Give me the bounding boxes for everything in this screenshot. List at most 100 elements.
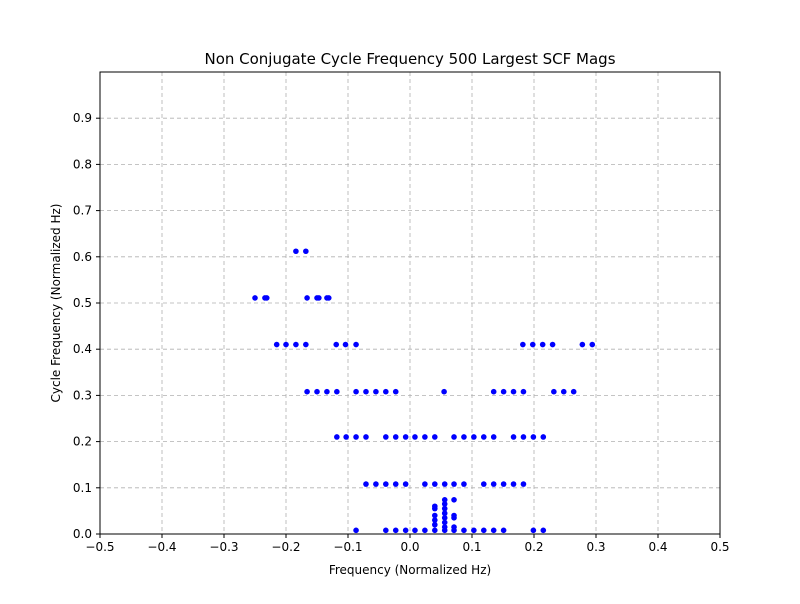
y-tick-label: 0.6 (73, 250, 92, 264)
data-point (314, 388, 320, 395)
data-point (520, 481, 527, 487)
x-tick-label: 0.0 (400, 540, 419, 554)
data-point (432, 434, 438, 440)
data-point (551, 388, 557, 395)
y-tick-label: 0.7 (73, 204, 92, 218)
y-tick-label: 0.5 (73, 296, 92, 310)
data-point (432, 517, 438, 523)
data-point (510, 481, 517, 487)
data-point (441, 515, 448, 521)
data-point (589, 341, 596, 348)
data-point (353, 341, 359, 348)
data-point (441, 510, 448, 517)
x-tick-label: −0.3 (209, 540, 238, 554)
data-point (471, 434, 477, 440)
data-point (303, 341, 309, 348)
x-axis-label: Frequency (Normalized Hz) (329, 563, 491, 577)
data-point (520, 388, 527, 395)
data-point (392, 388, 399, 395)
data-point (461, 434, 467, 440)
data-point (510, 434, 517, 440)
x-tick-label: −0.2 (271, 540, 300, 554)
data-point (402, 481, 409, 487)
x-tick-label: −0.1 (333, 540, 362, 554)
data-point (540, 434, 547, 440)
data-point (490, 527, 497, 534)
x-tick-label: 0.1 (462, 540, 481, 554)
data-point (334, 434, 340, 440)
data-point (432, 527, 438, 534)
data-point (539, 341, 546, 348)
data-point (530, 527, 537, 534)
data-point (363, 434, 369, 440)
data-point (363, 481, 369, 487)
data-point (441, 524, 448, 530)
data-point (451, 512, 457, 519)
x-tick-label: 0.4 (648, 540, 667, 554)
data-point (412, 527, 418, 534)
y-tick-label: 0.4 (73, 342, 92, 356)
y-axis-label: Cycle Frequency (Normalized Hz) (49, 204, 63, 403)
data-point (303, 248, 309, 255)
data-point (342, 341, 349, 348)
y-tick-label: 0.8 (73, 157, 92, 171)
data-point (480, 527, 487, 534)
x-tick-label: 0.3 (586, 540, 605, 554)
data-point (422, 481, 428, 487)
data-point (273, 341, 280, 348)
data-point (373, 388, 379, 395)
x-tick-label: −0.5 (85, 540, 114, 554)
data-point (540, 527, 547, 534)
y-tick-label: 0.1 (73, 481, 92, 495)
data-point (383, 481, 389, 487)
data-point (441, 497, 448, 503)
data-point (579, 341, 586, 348)
data-point (293, 248, 299, 255)
y-tick-label: 0.9 (73, 111, 92, 125)
data-point (325, 295, 332, 301)
data-point (383, 434, 389, 440)
data-point (441, 505, 448, 512)
data-point (283, 341, 289, 348)
data-point (263, 295, 270, 301)
data-point (500, 527, 507, 534)
data-point (353, 388, 359, 395)
data-point (560, 388, 567, 395)
data-point (402, 527, 409, 534)
data-point (432, 512, 438, 519)
data-point (304, 388, 310, 395)
chart-title: Non Conjugate Cycle Frequency 500 Larges… (204, 50, 615, 68)
data-point (451, 524, 457, 530)
data-point (392, 481, 399, 487)
data-point (324, 388, 330, 395)
data-point (490, 388, 497, 395)
data-point (402, 434, 409, 440)
x-tick-label: −0.4 (147, 540, 176, 554)
data-point (333, 341, 340, 348)
data-point (304, 295, 310, 301)
data-point (490, 481, 497, 487)
y-tick-label: 0.0 (73, 527, 92, 541)
data-point (353, 527, 359, 534)
data-point (441, 388, 447, 395)
data-point (353, 434, 359, 440)
data-point (549, 341, 556, 348)
data-point (510, 388, 517, 395)
data-point (471, 527, 477, 534)
data-point (412, 434, 418, 440)
data-point (451, 497, 457, 503)
data-point (383, 527, 389, 534)
data-point (252, 295, 258, 301)
x-tick-label: 0.2 (524, 540, 543, 554)
data-point (570, 388, 577, 395)
data-point (500, 481, 507, 487)
data-point (334, 388, 340, 395)
data-point (461, 527, 467, 534)
data-point (422, 527, 428, 534)
data-point (432, 481, 438, 487)
y-tick-label: 0.2 (73, 435, 92, 449)
data-point (529, 341, 536, 348)
data-point (500, 388, 507, 395)
